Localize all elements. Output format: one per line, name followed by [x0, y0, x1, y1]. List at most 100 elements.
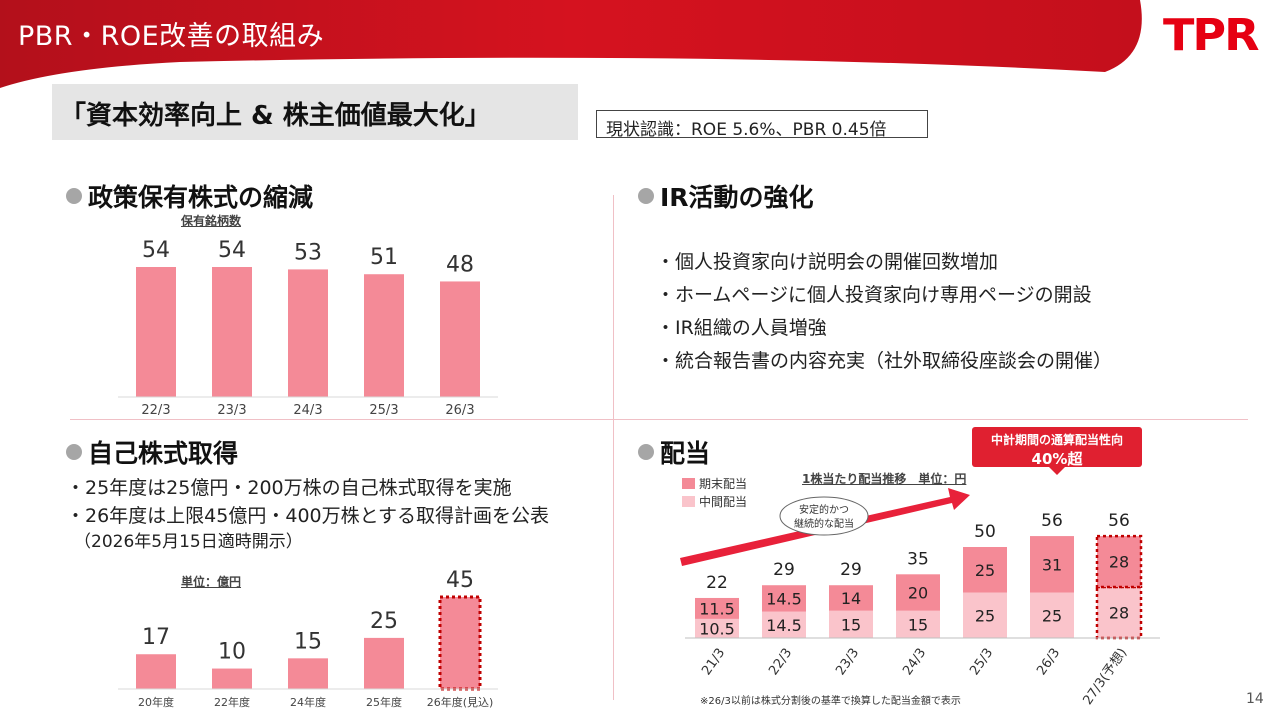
- headline-box: [52, 84, 578, 140]
- x-tick-label: 22/3: [766, 646, 795, 679]
- bar: [136, 654, 176, 689]
- segment-value-label: 28: [1109, 604, 1129, 623]
- x-tick-label: 25年度: [366, 695, 402, 709]
- segment-value-label: 15: [841, 615, 861, 634]
- bar: [438, 595, 482, 691]
- bar: [288, 658, 328, 689]
- year-end-bar: [762, 585, 806, 612]
- page-number: 14: [1246, 691, 1264, 707]
- x-tick-label: 22年度: [214, 695, 250, 709]
- bar-value-label: 53: [294, 240, 322, 265]
- ir-item: ・ホームページに個人投資家向け専用ページの開設: [656, 284, 1092, 306]
- bar-value-label: 54: [218, 238, 246, 263]
- segment-value-label: 31: [1042, 555, 1062, 574]
- holdings-chart-title: 保有銘柄数: [181, 214, 242, 228]
- ir-item: ・IR組織の人員増強: [656, 317, 827, 339]
- ir-list: ・個人投資家向け説明会の開催回数増加 ・ホームページに個人投資家向け専用ページの…: [656, 246, 1112, 378]
- bar-value-label: 51: [370, 245, 398, 270]
- legend-year-end: 期末配当: [682, 474, 747, 492]
- year-end-bar: [1030, 536, 1074, 593]
- x-tick-label: 23/3: [833, 646, 862, 679]
- divider-horizontal: [70, 419, 1248, 420]
- callout-line-1: 中計期間の通算配当性向: [990, 433, 1123, 447]
- section-dividend-title: 配当: [638, 434, 710, 470]
- buyback-note: （2026年5月15日適時開示）: [74, 532, 303, 552]
- interim-bar: [896, 610, 940, 638]
- segment-value-label: 14: [841, 589, 861, 608]
- buyback-line-2: ・26年度は上限45億円・400万株とする取得計画を公表: [66, 505, 550, 527]
- segment-value-label: 14.5: [766, 616, 802, 635]
- bar-value-label: 54: [142, 238, 170, 263]
- legend-label-interim: 中間配当: [699, 494, 748, 509]
- buyback-line-1: ・25年度は25億円・200万株の自己株式取得を実施: [66, 477, 512, 499]
- bullet-dot: [66, 188, 82, 204]
- bar-value-label: 17: [142, 625, 170, 650]
- segment-value-label: 25: [1042, 606, 1062, 625]
- section-buyback-title: 自己株式取得: [66, 434, 238, 470]
- segment-value-label: 25: [975, 561, 995, 580]
- ir-item: ・統合報告書の内容充実（社外取締役座談会の開催）: [656, 350, 1113, 372]
- total-value-label: 56: [1041, 511, 1063, 531]
- bar-value-label: 25: [370, 609, 398, 634]
- x-tick-label: 26年度(見込): [427, 695, 494, 709]
- segment-value-label: 14.5: [766, 589, 802, 608]
- callout-line-2: 40%超: [1031, 450, 1083, 468]
- legend-swatch-year-end: [682, 477, 695, 489]
- section-dividend-label: 配当: [660, 439, 711, 468]
- x-tick-label: 20年度: [138, 695, 174, 709]
- legend-swatch-interim: [682, 495, 695, 507]
- interim-bar: [963, 592, 1007, 638]
- year-end-bar: [829, 585, 873, 611]
- section-holdings-title: 政策保有株式の縮減: [66, 178, 313, 214]
- x-tick-label: 25/3: [967, 646, 996, 679]
- bar-value-label: 15: [294, 629, 322, 654]
- buyback-text: ・25年度は25億円・200万株の自己株式取得を実施 ・26年度は上限45億円・…: [66, 474, 549, 554]
- x-tick-label: 24年度: [290, 695, 326, 709]
- payout-callout: 中計期間の通算配当性向 40%超: [972, 427, 1142, 468]
- interim-bar: [1030, 592, 1074, 638]
- total-value-label: 50: [974, 522, 996, 542]
- bar: [440, 281, 480, 397]
- bullet-dot: [638, 444, 654, 460]
- buyback-chart-unit: 単位：億円: [181, 575, 242, 589]
- x-tick-label: 21/3: [699, 646, 728, 679]
- segment-value-label: 28: [1109, 553, 1129, 572]
- bar: [212, 668, 252, 689]
- x-tick-label: 24/3: [900, 646, 929, 679]
- section-ir-label: IR活動の強化: [660, 183, 814, 212]
- x-tick-label: 25/3: [369, 403, 398, 418]
- interim-bar: [695, 618, 739, 638]
- section-ir-title: IR活動の強化: [638, 178, 814, 214]
- total-value-label: 35: [907, 549, 929, 569]
- segment-value-label: 11.5: [699, 599, 735, 618]
- bar: [364, 637, 404, 689]
- dividend-legend: 期末配当 中間配当: [682, 474, 747, 510]
- callout-tail: [1048, 466, 1066, 475]
- dividend-chart-title: 1株当たり配当推移 単位：円: [802, 472, 967, 486]
- bullet-dot: [638, 188, 654, 204]
- headline: 「資本効率向上 & 株主価値最大化」: [60, 101, 491, 131]
- x-tick-label: 26/3: [1034, 646, 1063, 679]
- bar: [136, 267, 176, 397]
- holdings-chart: 54 22/3 54 23/3 53 24/3 51 25/3 48 26/3: [118, 238, 498, 418]
- segment-value-label: 20: [908, 584, 928, 603]
- year-end-bar: [1095, 534, 1143, 589]
- x-tick-label: 22/3: [141, 403, 170, 418]
- buyback-chart: 17 20年度 10 22年度 15 24年度 25 25年度 45 26年度(見込): [118, 568, 498, 709]
- year-end-bar: [896, 574, 940, 611]
- year-end-bar: [963, 547, 1007, 593]
- arrow-label-text: 安定的かつ: [799, 503, 849, 516]
- interim-bar: [762, 611, 806, 638]
- bar: [212, 267, 252, 397]
- status-box: 現状認識：ROE 5.6%、PBR 0.45倍: [596, 110, 928, 140]
- segment-value-label: 10.5: [699, 619, 735, 638]
- header-banner: [0, 0, 1142, 88]
- segment-value-label: 25: [975, 606, 995, 625]
- total-value-label: 29: [840, 560, 862, 580]
- bar: [364, 274, 404, 397]
- x-tick-label: 24/3: [293, 403, 322, 418]
- x-tick-label: 26/3: [445, 403, 474, 418]
- segment-value-label: 15: [908, 615, 928, 634]
- arrow-label-text: 継続的な配当: [794, 517, 854, 530]
